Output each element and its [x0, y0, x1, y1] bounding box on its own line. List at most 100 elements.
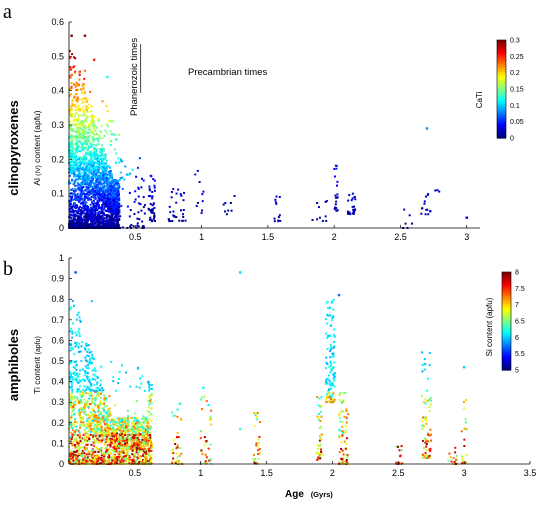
panel-b-point	[79, 319, 82, 322]
panel-a-point	[86, 107, 89, 110]
panel-a-point	[97, 139, 100, 142]
panel-b-point	[330, 395, 333, 398]
panel-b-point	[329, 384, 332, 387]
panel-b-point	[133, 412, 136, 415]
panel-a-point	[277, 216, 280, 219]
panel-a-ylabel-sub: (IV)	[35, 165, 42, 175]
panel-b-point	[83, 378, 86, 381]
panel-b-point	[318, 419, 321, 422]
panel-a-point	[116, 195, 119, 198]
panel-a-point	[93, 124, 96, 127]
panel-a-point	[108, 120, 111, 123]
panel-b-point	[90, 362, 93, 365]
panel-b-point	[91, 399, 94, 402]
panel-a-point	[99, 151, 102, 154]
panel-a-point	[113, 179, 116, 182]
panel-a-point	[82, 226, 85, 229]
precambrian-label: Precambrian times	[188, 67, 267, 78]
panel-b-point	[91, 429, 94, 432]
panel-b-point	[149, 438, 152, 441]
panel-a-point	[71, 150, 74, 153]
panel-a-point	[97, 180, 100, 183]
panel-a-point	[86, 208, 89, 211]
panel-a-point	[84, 69, 87, 72]
panel-a-point	[92, 199, 95, 202]
panel-b-point	[318, 397, 321, 400]
panel-a-point	[103, 167, 106, 170]
panel-a-point	[96, 220, 99, 223]
panel-a-point	[325, 199, 328, 202]
panel-b-point	[95, 439, 98, 442]
panel-a-point	[77, 114, 80, 117]
panel-a-point	[106, 125, 109, 128]
panel-a-point	[97, 203, 100, 206]
panel-a-point	[80, 222, 83, 225]
panel-b-point	[86, 402, 89, 405]
panel-a-point	[71, 208, 74, 211]
panel-a-point	[89, 143, 92, 146]
panel-a-point	[149, 209, 152, 212]
panel-b-point	[140, 434, 143, 437]
panel-a-colorbar-segment	[497, 118, 506, 122]
panel-a-point	[97, 217, 100, 220]
panel-a-point	[82, 186, 85, 189]
panel-b-point	[94, 403, 97, 406]
panel-b-point	[139, 377, 142, 380]
panel-b-point	[171, 461, 174, 464]
panel-b-point	[146, 439, 149, 442]
panel-b-point	[145, 452, 148, 455]
panel-b-point	[114, 444, 117, 447]
panel-a-point	[85, 201, 88, 204]
panel-a-point	[105, 166, 108, 169]
panel-a-point	[85, 139, 88, 142]
panel-a-point	[110, 195, 113, 198]
panel-a-point	[182, 199, 185, 202]
panel-a-point	[83, 132, 86, 135]
panel-b-point	[177, 436, 180, 439]
panel-b-point	[144, 427, 147, 430]
panel-a-point	[95, 190, 98, 193]
panel-b-point	[133, 441, 136, 444]
panel-b-point	[319, 410, 322, 413]
panel-b-point	[86, 439, 89, 442]
panel-a-point	[90, 210, 93, 213]
panel-a-point	[77, 196, 80, 199]
panel-a-point	[97, 222, 100, 225]
panel-a-point	[75, 214, 78, 217]
panel-b-point	[317, 452, 320, 455]
panel-a-point	[84, 216, 87, 219]
panel-b-point	[118, 370, 121, 373]
panel-b-point	[91, 409, 94, 412]
panel-a-point	[92, 162, 95, 165]
panel-a-point	[109, 216, 112, 219]
panel-a-point	[88, 181, 91, 184]
panel-a-point	[91, 136, 94, 139]
panel-a-point	[70, 167, 73, 170]
panel-b-point	[100, 419, 103, 422]
panel-b-point	[77, 442, 80, 445]
panel-a-point	[87, 194, 90, 197]
panel-a-point	[94, 190, 97, 193]
panel-a-point	[72, 211, 75, 214]
panel-a-point	[82, 157, 85, 160]
panel-b-point	[112, 419, 115, 422]
panel-a-point	[97, 212, 100, 215]
panel-b-point	[111, 457, 114, 460]
panel-b-point	[102, 430, 105, 433]
panel-b-point	[101, 460, 104, 463]
panel-b-point	[96, 383, 99, 386]
panel-a-point	[105, 193, 108, 196]
panel-b-point	[93, 419, 96, 422]
panel-a-point	[316, 202, 319, 205]
panel-b-point	[97, 414, 100, 417]
panel-a-colorbar-segment	[497, 69, 506, 73]
panel-a-point	[92, 204, 95, 207]
panel-a-point	[71, 148, 74, 151]
panel-b-point	[257, 452, 260, 455]
panel-b-point	[327, 378, 330, 381]
panel-b-point	[79, 452, 82, 455]
panel-a-point	[71, 143, 74, 146]
panel-a-point	[148, 218, 151, 221]
panel-b-point	[113, 441, 116, 444]
panel-a-point	[102, 191, 105, 194]
